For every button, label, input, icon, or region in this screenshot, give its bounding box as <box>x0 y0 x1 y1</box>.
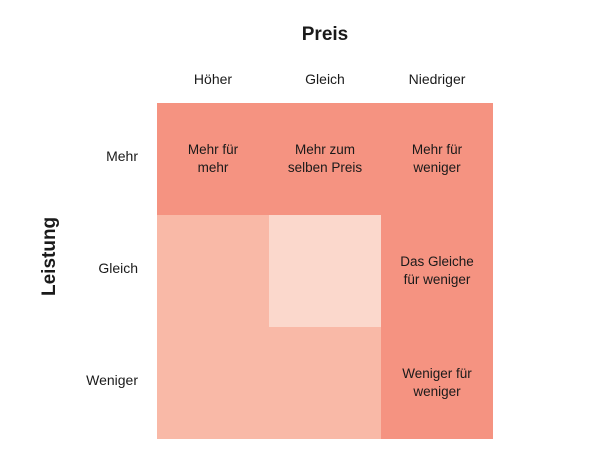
performance-axis-title: Leistung <box>39 216 60 296</box>
cell-less-for-same <box>269 327 381 439</box>
row-header-less: Weniger <box>86 372 138 388</box>
row-header-more: Mehr <box>106 148 138 164</box>
cell-same-for-more <box>157 215 269 327</box>
cell-same-for-same <box>269 215 381 327</box>
value-matrix: Mehr für mehr Mehr zum selben Preis Mehr f… <box>157 103 493 439</box>
price-axis-title: Preis <box>301 24 349 45</box>
cell-less-for-less: Weniger für weniger <box>381 327 493 439</box>
cell-same-for-less: Das Gleiche für weniger <box>381 215 493 327</box>
row-header-same: Gleich <box>98 260 138 276</box>
column-header-lower: Niedriger <box>408 71 466 87</box>
column-header-same: Gleich <box>305 71 345 87</box>
cell-more-for-same-price: Mehr zum selben Preis <box>269 103 381 215</box>
cell-less-for-more <box>157 327 269 439</box>
cell-more-for-less: Mehr für weniger <box>381 103 493 215</box>
column-header-higher: Höher <box>193 71 233 87</box>
cell-more-for-more: Mehr für mehr <box>157 103 269 215</box>
